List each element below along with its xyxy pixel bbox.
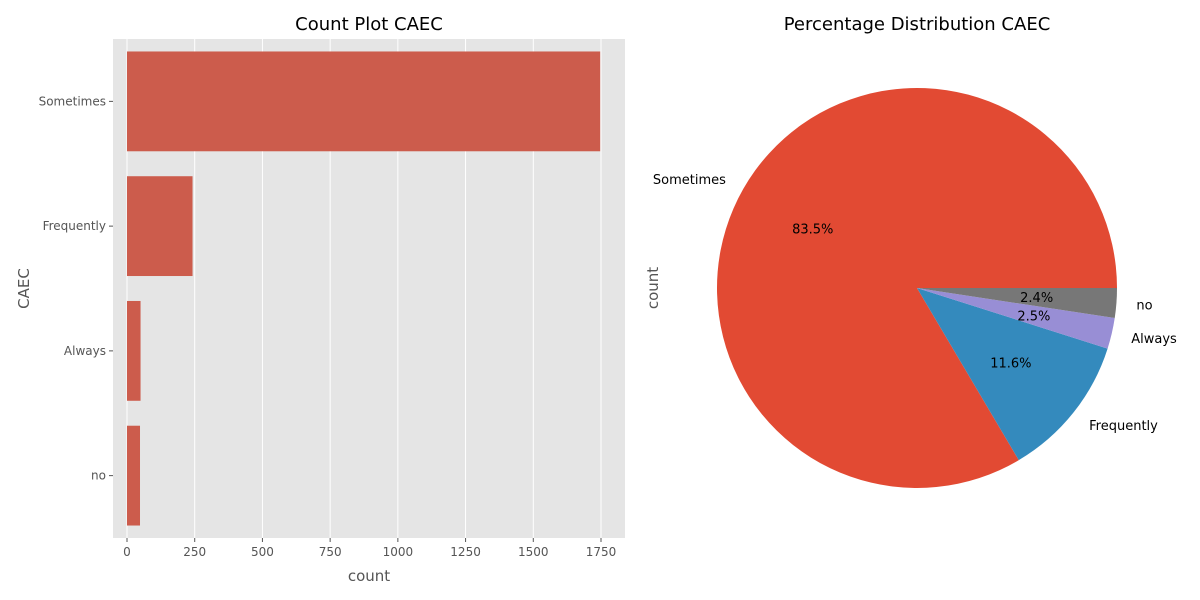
bar [127,300,141,401]
y-axis-label: CAEC [15,268,33,309]
x-tick-label: 1250 [450,545,481,559]
percent-label: 11.6% [990,357,1031,372]
x-ticks: 0 250 500 750 1000 1250 1500 1750 [123,538,616,559]
pie-slice [716,87,1117,489]
x-tick-label: 1750 [586,545,617,559]
percent-label: 83.5% [792,223,833,238]
bars [127,51,601,526]
x-tick-label: 500 [251,545,274,559]
y-tick-label: Sometimes [39,94,106,108]
percent-label: 2.5% [1017,309,1050,324]
pie-slice [917,288,1115,349]
slice-label: no [1136,299,1152,314]
chart-title: Percentage Distribution CAEC [784,14,1051,35]
y-tick-label: Frequently [43,219,106,233]
x-tick-label: 1500 [518,545,549,559]
bar [127,176,193,277]
y-ticks: Sometimes Frequently Always no [39,94,113,483]
x-tick-label: 0 [123,545,131,559]
bar-chart: 0 250 500 750 1000 1250 1500 1750 Sometimes Freq… [15,14,625,585]
pie-chart: Sometimes 83.5% Frequently 11.6% Always 2.5% n… [644,14,1177,489]
pie-slice [917,288,1117,319]
bar [127,425,141,526]
pie-slice [917,288,1108,461]
slice-label: Frequently [1089,419,1158,434]
pie-slices [716,87,1117,489]
y-axis-label: count [644,267,662,309]
y-tick-label: no [91,469,106,483]
slice-label: Sometimes [653,173,726,188]
slice-label: Always [1131,332,1177,347]
bar [127,51,601,152]
x-axis-label: count [348,567,390,585]
percent-label: 2.4% [1020,291,1053,306]
y-tick-label: Always [64,344,106,358]
x-tick-label: 250 [183,545,206,559]
x-tick-label: 750 [319,545,342,559]
chart-title: Count Plot CAEC [295,14,443,35]
pie-labels: Sometimes 83.5% Frequently 11.6% Always 2.5% n… [653,173,1177,434]
x-tick-label: 1000 [383,545,414,559]
